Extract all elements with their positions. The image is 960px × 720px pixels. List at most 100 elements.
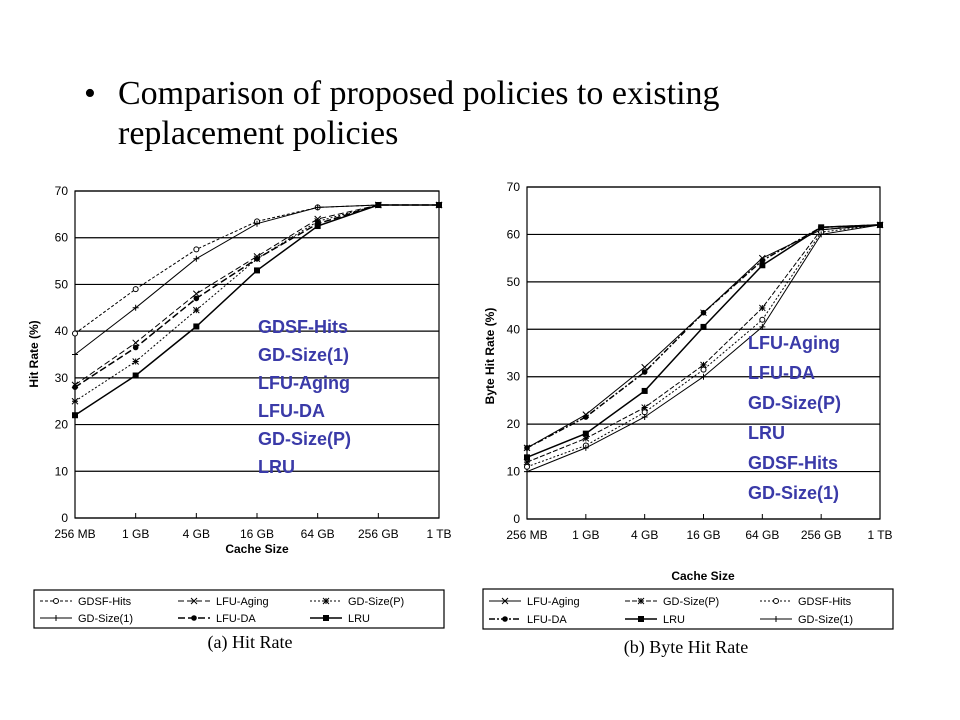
annotation-label: GD-Size(1) [748, 483, 839, 503]
legend-item: LFU-DA [178, 613, 256, 625]
data-point [759, 323, 766, 330]
data-point [641, 363, 649, 371]
legend-item: LRU [310, 613, 370, 625]
y-tick-label: 30 [507, 370, 521, 384]
annotation-label: LRU [748, 423, 785, 443]
annotation-label: LFU-DA [748, 363, 815, 383]
y-tick-label: 50 [55, 277, 69, 291]
annotation-label: LFU-DA [258, 401, 325, 421]
data-point [818, 231, 825, 238]
series-line [74, 204, 439, 416]
x-tick-label: 256 GB [358, 527, 399, 541]
y-tick-label: 40 [55, 324, 69, 338]
legend-label: GDSF-Hits [78, 596, 132, 608]
data-point [641, 369, 648, 375]
x-tick-label: 4 GB [631, 528, 658, 542]
annotation-label: GD-Size(P) [258, 429, 351, 449]
data-point [132, 304, 139, 311]
data-point [700, 366, 707, 373]
plot-frame [526, 186, 881, 520]
y-axis-label: Hit Rate (%) [27, 320, 41, 387]
data-point [132, 358, 140, 365]
y-tick-label: 10 [507, 465, 521, 479]
legend-marker [501, 597, 509, 605]
y-tick-label: 70 [55, 184, 69, 198]
x-tick-label: 256 MB [506, 528, 547, 542]
x-tick-label: 1 TB [867, 528, 892, 542]
legend-item: GD-Size(P) [310, 596, 404, 608]
data-point [71, 397, 79, 405]
x-tick-label: 64 GB [301, 527, 335, 541]
legend-marker [638, 616, 644, 622]
data-point [314, 223, 321, 230]
y-tick-label: 40 [507, 322, 521, 336]
legend-item: LRU [625, 614, 685, 626]
data-point [759, 262, 766, 269]
series-gd-size-p [71, 201, 443, 405]
data-point [583, 414, 589, 420]
data-point [582, 430, 589, 437]
data-point [700, 361, 707, 369]
y-tick-label: 20 [507, 417, 521, 431]
legend-marker [53, 598, 59, 604]
data-point [193, 255, 200, 262]
x-tick-label: 16 GB [686, 528, 720, 542]
legend-label: LRU [663, 614, 685, 626]
chart-caption: (a) Hit Rate [208, 632, 293, 653]
y-tick-label: 70 [507, 180, 521, 194]
legend-label: LFU-DA [527, 614, 567, 626]
annotation-label: GD-Size(1) [258, 345, 349, 365]
y-tick-label: 20 [55, 418, 69, 432]
x-tick-label: 1 GB [122, 527, 149, 541]
series-gd-size-1 [72, 202, 442, 358]
y-tick-label: 0 [513, 512, 520, 526]
data-point [877, 221, 883, 228]
x-tick-label: 1 TB [426, 527, 451, 541]
series-line [74, 204, 439, 355]
legend-marker [637, 597, 645, 605]
data-point [193, 323, 200, 330]
legend-label: GDSF-Hits [798, 596, 852, 608]
legend-marker [323, 615, 329, 621]
x-tick-label: 256 MB [54, 527, 95, 541]
data-point [524, 445, 530, 451]
legend-item: GD-Size(P) [625, 596, 719, 608]
x-axis-label: Cache Size [225, 542, 289, 556]
legend-label: GD-Size(P) [348, 596, 404, 608]
data-point [641, 387, 648, 394]
legend-item: LFU-Aging [489, 596, 580, 608]
legend-marker [773, 598, 779, 604]
data-point [254, 220, 260, 227]
data-point [72, 330, 78, 337]
annotation-label: LFU-Aging [258, 373, 350, 393]
data-point [132, 372, 139, 379]
legend-label: LFU-Aging [216, 596, 269, 608]
data-point [700, 323, 707, 330]
data-point [192, 306, 200, 314]
legend-item: GD-Size(1) [40, 613, 133, 625]
data-point [759, 257, 766, 264]
x-tick-label: 64 GB [745, 528, 779, 542]
legend-item: LFU-Aging [178, 596, 269, 608]
data-point [582, 444, 589, 451]
data-point [818, 224, 825, 231]
legend-box [33, 589, 445, 629]
series-line [74, 204, 439, 388]
series-gd-size-1 [524, 221, 883, 475]
data-point [132, 344, 139, 351]
y-tick-label: 60 [55, 231, 69, 245]
y-tick-label: 30 [55, 371, 69, 385]
data-point [759, 316, 766, 323]
data-point [375, 202, 382, 209]
data-point [72, 412, 78, 419]
y-tick-label: 60 [507, 227, 521, 241]
series-lfu-da [72, 202, 442, 391]
legend-item: GDSF-Hits [760, 596, 852, 608]
data-point [254, 267, 260, 274]
data-point [641, 414, 648, 421]
y-tick-label: 10 [55, 464, 69, 478]
legend-item: GDSF-Hits [40, 596, 132, 608]
annotation-label: GD-Size(P) [748, 393, 841, 413]
data-point [254, 255, 260, 262]
annotation-label: GDSF-Hits [258, 317, 348, 337]
